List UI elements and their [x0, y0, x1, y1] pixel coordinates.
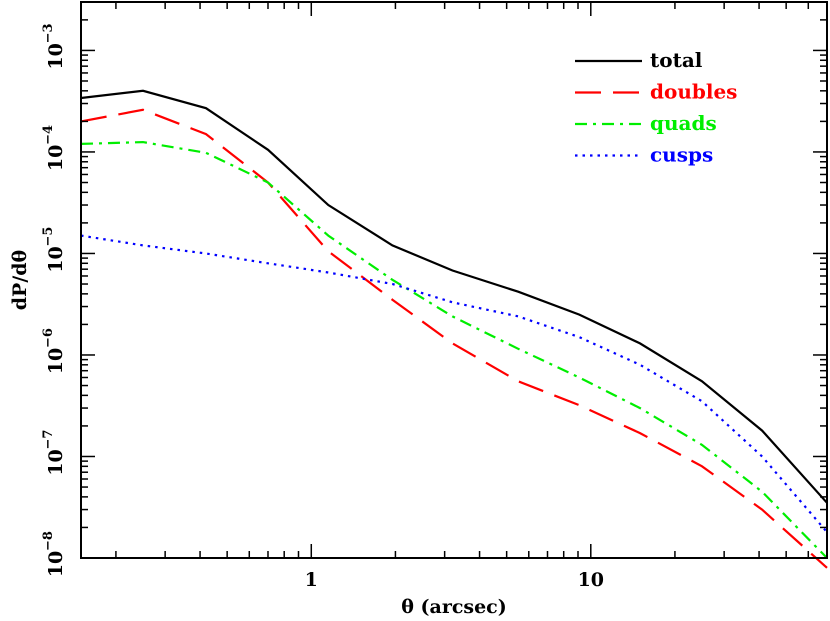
y-tick-label-exponent: −6	[41, 328, 56, 348]
series-line-cusps	[80, 234, 828, 533]
plot-frame	[80, 1, 828, 559]
legend-label-total: total	[650, 48, 703, 72]
y-tick-label-exponent: −4	[41, 125, 56, 145]
y-tick-label: 10−3	[41, 23, 67, 69]
y-tick-label-base: 10	[45, 246, 67, 272]
y-tick-label-exponent: −8	[41, 531, 56, 551]
y-tick-label: 10−4	[41, 125, 67, 171]
legend: total doubles quads cusps	[575, 48, 737, 167]
y-tick-label-exponent: −3	[41, 23, 56, 43]
legend-label-doubles: doubles	[650, 80, 737, 104]
x-tick-labels: 1 10	[305, 569, 604, 591]
y-tick-label: 10−5	[41, 227, 67, 273]
x-tick-label: 10	[578, 569, 604, 591]
y-tick-label: 10−6	[41, 328, 67, 374]
legend-label-quads: quads	[650, 111, 717, 135]
series-line-total	[80, 89, 828, 504]
y-tick-label-base: 10	[45, 43, 67, 69]
y-axis-title: dP/dθ	[9, 250, 31, 310]
series-line-doubles	[80, 108, 828, 569]
y-tick-label-base: 10	[45, 348, 67, 374]
y-tick-label: 10−8	[41, 531, 67, 577]
y-tick-label-base: 10	[45, 145, 67, 171]
series-line-quads	[80, 140, 828, 559]
y-tick-label-exponent: −7	[41, 430, 56, 450]
ticks-layer	[81, 1, 828, 559]
y-tick-label-exponent: −5	[41, 227, 56, 247]
y-tick-labels: 10−810−710−610−510−410−3	[41, 23, 67, 577]
y-tick-label: 10−7	[41, 430, 67, 476]
x-axis-title: θ (arcsec)	[401, 596, 507, 618]
legend-label-cusps: cusps	[650, 143, 713, 167]
x-tick-label: 1	[305, 569, 318, 591]
y-tick-label-base: 10	[45, 551, 67, 577]
series-layer	[80, 89, 828, 569]
y-tick-label-base: 10	[45, 449, 67, 475]
